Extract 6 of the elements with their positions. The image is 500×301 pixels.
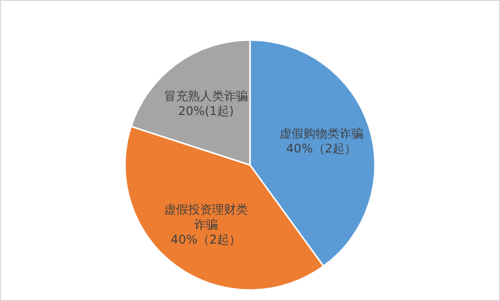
slice-label: 虚假购物类诈骗 (279, 126, 364, 141)
data-label: 20%(1起) (178, 104, 234, 118)
slice-label: 冒充熟人类诈骗 (164, 89, 248, 104)
slice-label: 虚假投资理财类诈骗 (164, 202, 248, 232)
data-label: 40%（2起） (286, 142, 356, 156)
data-label: 40%（2起） (170, 232, 242, 247)
